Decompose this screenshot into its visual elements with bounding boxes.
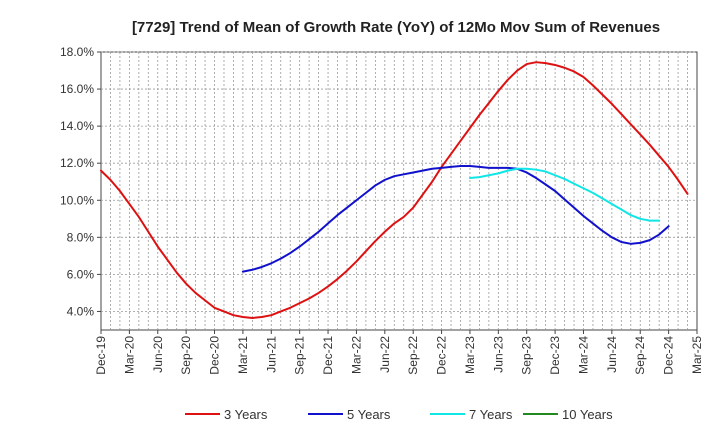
x-tick-label: Jun-22 <box>378 336 392 373</box>
x-tick-label: Mar-24 <box>576 336 590 374</box>
series-lines <box>100 61 689 319</box>
y-tick-label: 4.0% <box>67 304 95 318</box>
y-tick-label: 12.0% <box>60 156 94 170</box>
x-tick-label: Dec-24 <box>662 336 676 375</box>
series-line-7-years <box>468 167 661 222</box>
series-line-5-years <box>241 164 670 273</box>
x-tick-label: Dec-20 <box>208 336 222 375</box>
chart-title: [7729] Trend of Mean of Growth Rate (YoY… <box>132 19 660 36</box>
x-tick-label: Jun-23 <box>491 336 505 373</box>
x-tick-label: Mar-21 <box>236 336 250 374</box>
x-tick-label: Mar-23 <box>463 336 477 374</box>
x-tick-label: Sep-20 <box>179 336 193 375</box>
y-axis: 4.0% 6.0% 8.0% 10.0% 12.0% 14.0% 16.0% 18.0% <box>60 45 101 318</box>
x-tick-label: Mar-20 <box>122 336 136 374</box>
y-tick-label: 8.0% <box>67 230 95 244</box>
x-tick-label: Dec-23 <box>548 336 562 375</box>
x-axis: Dec-19 Mar-20 Jun-20 Sep-20 Dec-20 Mar-21 Jun-… <box>94 330 704 375</box>
legend-label-5-years: 5 Years <box>347 407 391 422</box>
x-tick-label: Dec-19 <box>94 336 108 375</box>
y-tick-label: 18.0% <box>60 45 94 59</box>
x-tick-label: Jun-21 <box>264 336 278 373</box>
y-tick-label: 14.0% <box>60 119 94 133</box>
x-tick-label: Sep-22 <box>406 336 420 375</box>
legend-label-7-years: 7 Years <box>469 407 513 422</box>
legend: 3 Years 5 Years 7 Years 10 Years <box>185 407 613 422</box>
legend-label-10-years: 10 Years <box>562 407 613 422</box>
y-tick-label: 10.0% <box>60 193 94 207</box>
plot-area <box>100 51 698 331</box>
x-tick-label: Dec-21 <box>321 336 335 375</box>
x-tick-label: Mar-25 <box>690 336 704 374</box>
x-tick-label: Sep-24 <box>633 336 647 375</box>
y-tick-label: 16.0% <box>60 82 94 96</box>
legend-label-3-years: 3 Years <box>224 407 268 422</box>
y-tick-label: 6.0% <box>67 267 95 281</box>
series-line-3-years <box>100 61 689 319</box>
x-tick-label: Mar-22 <box>349 336 363 374</box>
x-tick-label: Jun-20 <box>151 336 165 373</box>
x-tick-label: Sep-23 <box>520 336 534 375</box>
x-tick-label: Dec-22 <box>435 336 449 375</box>
x-tick-label: Jun-24 <box>605 336 619 373</box>
x-tick-label: Sep-21 <box>293 336 307 375</box>
